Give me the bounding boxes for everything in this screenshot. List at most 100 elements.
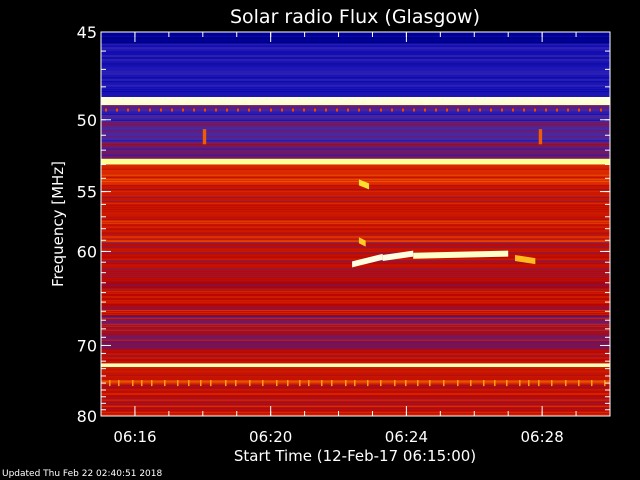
spectrum-texture-line (101, 304, 610, 306)
interference-dot (314, 108, 316, 112)
spectrum-texture-line (101, 337, 610, 339)
spectrum-texture-line (101, 325, 610, 327)
spectrum-texture-line (101, 395, 610, 397)
spectrum-texture-line (101, 121, 610, 124)
spectrum-texture-line (101, 142, 610, 144)
spectrum-texture-line (101, 353, 610, 355)
spectrum-texture-line (101, 387, 610, 389)
spectrum-texture-line (101, 136, 610, 138)
interference-dot (470, 380, 472, 387)
spectrum-texture-line (101, 370, 610, 373)
spectrum-texture-line (101, 335, 610, 337)
updated-timestamp: Updated Thu Feb 22 02:40:51 2018 (2, 469, 163, 479)
interference-dot (171, 108, 173, 112)
spectrum-texture-line (101, 298, 610, 300)
spectrum-texture-line (101, 399, 610, 401)
interference-dot (424, 108, 426, 112)
burst-blob-60-right (514, 254, 536, 265)
interference-dot (528, 380, 530, 387)
spectrum-texture-line (101, 250, 610, 252)
chart-title: Solar radio Flux (Glasgow) (230, 6, 480, 28)
interference-dot (519, 380, 521, 387)
burst-blob-59 (358, 237, 366, 247)
spectrum-texture-line (101, 367, 610, 369)
spectrum-band-12 (101, 290, 610, 316)
spectrum-band-13 (101, 315, 610, 350)
interference-dot (308, 380, 310, 387)
interference-dot (281, 108, 283, 112)
x-tick-label: 06:16 (113, 428, 156, 446)
spectrum-band-18 (101, 383, 610, 416)
interference-dot (127, 108, 129, 112)
spectrum-band-8 (101, 184, 610, 235)
interference-dot (405, 380, 407, 387)
interference-dot (331, 380, 333, 387)
interference-dot (604, 380, 606, 387)
interference-dots (105, 108, 606, 387)
spectrum-band-3 (101, 105, 610, 120)
interference-dot (303, 108, 305, 112)
spectrum-texture-line (101, 365, 610, 367)
interference-dot (494, 380, 496, 387)
spectrum-texture-line (101, 376, 610, 378)
interference-dot (287, 380, 289, 387)
spectrum-texture-line (101, 53, 610, 55)
spectrum-texture-line (101, 355, 610, 357)
interference-dot (589, 108, 591, 112)
spectrum-texture-line (101, 347, 610, 349)
spectrum-texture-line (101, 411, 610, 414)
interference-dot (259, 108, 261, 112)
spectrum-texture-line (101, 67, 610, 69)
interference-dot (565, 380, 567, 387)
y-tick-label: 45 (77, 23, 97, 42)
spectrum-texture-line (101, 115, 610, 117)
spectrum-texture-line (101, 378, 610, 380)
interference-dot (367, 380, 369, 387)
spectrum-band-15 (101, 363, 610, 368)
spectrum-texture-line (101, 319, 610, 321)
spectrum-band-16 (101, 367, 610, 381)
spectrum-texture-line (101, 186, 610, 189)
spectrum-texture-line (101, 306, 610, 308)
spectrum-texture-line (101, 202, 610, 205)
spectrum-texture-line (101, 374, 610, 376)
interference-dot (443, 380, 445, 387)
x-tick-label: 06:20 (249, 428, 292, 446)
interference-dot (394, 380, 396, 387)
interference-dot (149, 108, 151, 112)
spectrum-texture-line (101, 198, 610, 201)
spectrum-texture-line (101, 372, 610, 374)
spectrum-texture-line (101, 276, 610, 278)
spectrum-texture-line (101, 111, 610, 113)
y-tick-label: 60 (77, 242, 97, 261)
spectrum-texture-line (101, 280, 610, 282)
spectrum-texture-line (101, 95, 610, 97)
interference-dot (347, 108, 349, 112)
spectrum-texture-line (101, 176, 610, 179)
spectrum-texture-line (101, 268, 610, 270)
interference-dot (538, 380, 540, 387)
interference-dot (391, 108, 393, 112)
interference-dot (578, 108, 580, 112)
spectrum-texture-line (101, 83, 610, 85)
plot-area (101, 32, 610, 416)
spectrum-texture-line (101, 87, 610, 89)
spectrum-texture-line (101, 32, 610, 34)
spectrum-texture-line (101, 103, 610, 105)
spectrum-texture-line (101, 77, 610, 79)
spectrum-texture-line (101, 109, 610, 111)
spectrum-texture-line (101, 369, 610, 371)
spectrum-texture-line (101, 363, 610, 365)
spectrum-band-0 (101, 32, 610, 44)
spectrum-texture-line (101, 270, 610, 272)
spectrum-texture-line (101, 216, 610, 218)
spectrum-texture-line (101, 296, 610, 298)
interference-dot (262, 380, 264, 387)
interference-dot (551, 380, 553, 387)
spectrum-band-14 (101, 349, 610, 364)
interference-dot (490, 108, 492, 112)
spectrum-texture-line (101, 226, 610, 228)
interference-dot (358, 108, 360, 112)
spectrum-texture-line (101, 93, 610, 95)
spectrum-texture-line (101, 359, 610, 361)
